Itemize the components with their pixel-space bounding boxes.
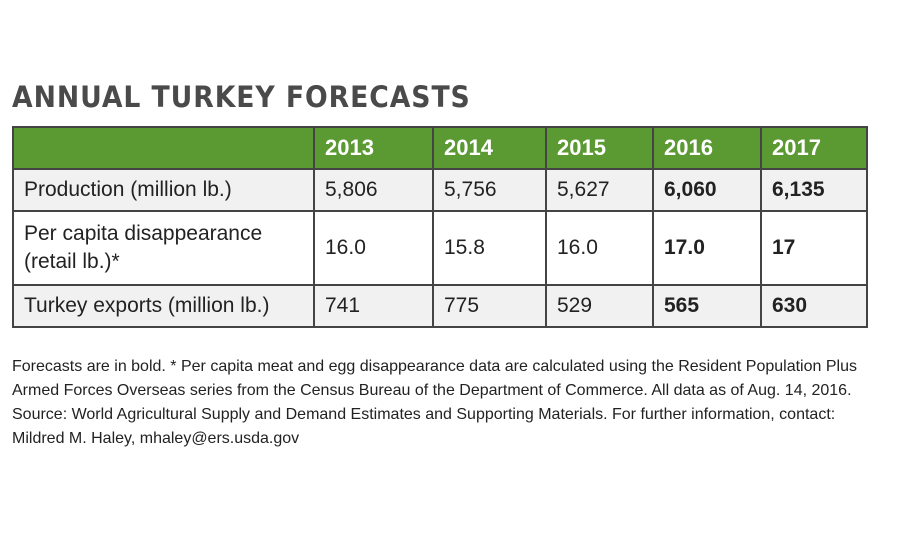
header-cell xyxy=(12,126,315,170)
header-cell: 2014 xyxy=(432,126,547,170)
row-label: Production (million lb.) xyxy=(12,168,315,212)
forecast-table: 2013 2014 2015 2016 2017 Production (mil… xyxy=(12,126,868,328)
row-label: Turkey exports (million lb.) xyxy=(12,284,315,328)
value-cell: 6,135 xyxy=(760,168,868,212)
table-row: Production (million lb.) 5,806 5,756 5,627 6… xyxy=(12,168,868,212)
value-cell: 5,806 xyxy=(313,168,434,212)
value-cell: 17 xyxy=(760,210,868,286)
value-cell: 17.0 xyxy=(652,210,762,286)
value-cell: 16.0 xyxy=(545,210,654,286)
header-cell: 2016 xyxy=(652,126,762,170)
table-row: Turkey exports (million lb.) 741 775 529 565… xyxy=(12,284,868,328)
title: ANNUAL TURKEY FORECASTS xyxy=(12,80,471,114)
value-cell: 5,756 xyxy=(432,168,547,212)
value-cell: 565 xyxy=(652,284,762,328)
footnote: Forecasts are in bold. * Per capita meat… xyxy=(12,358,857,447)
value-cell: 529 xyxy=(545,284,654,328)
header-cell: 2015 xyxy=(545,126,654,170)
row-label: Per capita disappearance (retail lb.)* xyxy=(12,210,315,286)
value-cell: 5,627 xyxy=(545,168,654,212)
value-cell: 6,060 xyxy=(652,168,762,212)
value-cell: 775 xyxy=(432,284,547,328)
value-cell: 15.8 xyxy=(432,210,547,286)
value-cell: 16.0 xyxy=(313,210,434,286)
value-cell: 741 xyxy=(313,284,434,328)
header-cell: 2013 xyxy=(313,126,434,170)
value-cell: 630 xyxy=(760,284,868,328)
header-cell: 2017 xyxy=(760,126,868,170)
table-body: Production (million lb.) 5,806 5,756 5,627 6… xyxy=(12,168,868,328)
table-row: Per capita disappearance (retail lb.)* 16… xyxy=(12,210,868,286)
header-row: 2013 2014 2015 2016 2017 xyxy=(12,126,868,170)
